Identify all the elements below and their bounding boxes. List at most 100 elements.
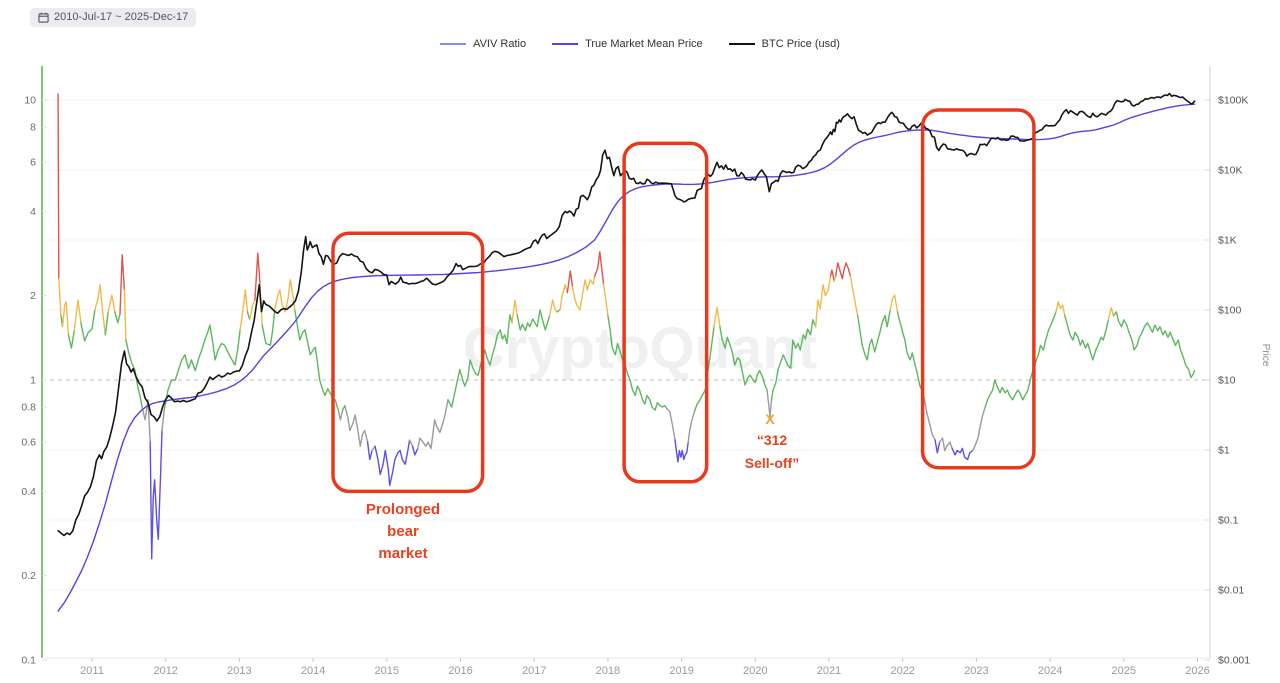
left-axis-tick-label: 6 bbox=[30, 157, 36, 169]
legend-item-1[interactable]: True Market Mean Price bbox=[552, 38, 703, 50]
aviv-ratio-segment bbox=[602, 283, 609, 317]
legend-label: BTC Price (usd) bbox=[761, 38, 840, 50]
aviv-ratio-segment bbox=[57, 93, 60, 280]
watermark: CryptoQuant bbox=[463, 316, 817, 381]
aviv-ratio-segment bbox=[141, 399, 151, 443]
aviv-ratio-segment bbox=[417, 399, 449, 450]
x-axis-year-label: 2024 bbox=[1038, 665, 1062, 677]
left-axis-tick-label: 0.2 bbox=[21, 570, 36, 582]
legend-item-0[interactable]: AVIV Ratio bbox=[440, 38, 526, 50]
true-market-mean-line bbox=[57, 103, 1196, 612]
aviv-ratio-segment bbox=[766, 389, 773, 418]
aviv-ratio-segment bbox=[408, 439, 414, 447]
aviv-ratio-segment bbox=[849, 275, 859, 317]
aviv-ratio-segment bbox=[770, 319, 817, 401]
right-axis-tick-label: $10K bbox=[1218, 165, 1243, 177]
calendar-icon bbox=[38, 12, 49, 23]
aviv-ratio-segment bbox=[374, 439, 411, 487]
right-axis-title: Price bbox=[1260, 344, 1271, 367]
x-axis-year-label: 2025 bbox=[1112, 665, 1136, 677]
aviv-ratio-segment bbox=[889, 294, 899, 313]
left-axis-tick-label: 0.1 bbox=[21, 655, 36, 667]
aviv-ratio-segment bbox=[511, 299, 518, 324]
sell-off-label: Sell-off” bbox=[745, 455, 799, 471]
x-axis-year-label: 2017 bbox=[522, 665, 546, 677]
bear-market-box-1 bbox=[331, 231, 485, 494]
x-axis-year-label: 2012 bbox=[153, 665, 177, 677]
aviv-ratio-segment bbox=[713, 306, 721, 328]
aviv-ratio-segment bbox=[248, 299, 256, 321]
right-axis-tick-label: $0.01 bbox=[1218, 585, 1244, 597]
left-axis-tick-label: 10 bbox=[24, 95, 36, 107]
legend-swatch bbox=[728, 43, 755, 45]
aviv-ratio-segment bbox=[719, 326, 768, 391]
aviv-ratio-segment bbox=[687, 409, 696, 443]
date-range-badge[interactable]: 2010-Jul-17 ~ 2025-Dec-17 bbox=[30, 8, 197, 27]
aviv-ratio-segment bbox=[1064, 314, 1110, 361]
aviv-ratio-segment bbox=[123, 289, 127, 341]
aviv-ratio-segment bbox=[549, 299, 558, 317]
x-axis-year-label: 2022 bbox=[890, 665, 914, 677]
legend-item-2[interactable]: BTC Price (usd) bbox=[728, 38, 840, 50]
aviv-ratio-segment bbox=[924, 400, 936, 441]
aviv-ratio-segment bbox=[1055, 301, 1066, 317]
prolonged-bear-market-label: market bbox=[378, 545, 427, 562]
aviv-ratio-segment bbox=[857, 309, 891, 361]
legend-label: True Market Mean Price bbox=[585, 38, 703, 50]
legend-label: AVIV Ratio bbox=[473, 38, 527, 50]
aviv-ratio-segment bbox=[1112, 311, 1196, 379]
x-axis-year-label: 2026 bbox=[1185, 665, 1209, 677]
aviv-ratio-segment bbox=[984, 311, 1057, 408]
x-axis-year-label: 2020 bbox=[743, 665, 767, 677]
prolonged-bear-market-label: bear bbox=[387, 523, 419, 540]
aviv-ratio-segment bbox=[80, 309, 96, 342]
right-axis-tick-label: $0.001 bbox=[1218, 655, 1250, 667]
right-axis-tick-label: $100 bbox=[1218, 305, 1242, 317]
aviv-ratio-segment bbox=[951, 447, 974, 461]
aviv-ratio-segment bbox=[674, 439, 689, 463]
left-axis-tick-label: 2 bbox=[30, 290, 36, 302]
chart-legend: AVIV Ratio True Market Mean Price BTC Pric… bbox=[0, 38, 1280, 50]
right-axis-tick-label: $0.1 bbox=[1218, 515, 1239, 527]
date-range-text: 2010-Jul-17 ~ 2025-Dec-17 bbox=[54, 11, 189, 23]
x-axis-year-label: 2014 bbox=[301, 665, 325, 677]
aviv-ratio-segment bbox=[67, 330, 76, 349]
right-axis-tick-label: $10 bbox=[1218, 375, 1236, 387]
aviv-ratio-segment bbox=[896, 311, 926, 402]
aviv-ratio-segment bbox=[366, 441, 373, 461]
aviv-ratio-segment bbox=[163, 324, 241, 411]
right-axis-tick-label: $100K bbox=[1218, 95, 1248, 107]
aviv-ratio-segment bbox=[411, 445, 419, 456]
aviv-ratio-segment bbox=[294, 309, 339, 411]
aviv-ratio-segment bbox=[566, 270, 574, 294]
bear-market-box-3 bbox=[920, 108, 1036, 470]
left-axis-tick-label: 1 bbox=[30, 375, 36, 387]
x-axis-year-label: 2018 bbox=[596, 665, 620, 677]
aviv-ratio-segment bbox=[815, 275, 832, 328]
aviv-ratio-segment bbox=[337, 409, 344, 421]
left-axis-tick-label: 0.4 bbox=[21, 486, 36, 498]
aviv-ratio-segment bbox=[58, 278, 62, 317]
left-axis-tick-label: 0.8 bbox=[21, 402, 36, 414]
aviv-ratio-segment bbox=[107, 294, 116, 313]
sell-off-label: “312 bbox=[757, 432, 788, 448]
aviv-ratio-segment bbox=[559, 284, 569, 311]
aviv-ratio-segment bbox=[833, 275, 837, 283]
aviv-ratio-segment bbox=[934, 439, 941, 454]
aviv-ratio-segment bbox=[125, 339, 143, 408]
x-axis-year-label: 2019 bbox=[669, 665, 693, 677]
aviv-ratio-segment bbox=[829, 269, 835, 283]
left-axis-tick-label: 4 bbox=[30, 206, 36, 218]
x-axis-year-label: 2011 bbox=[80, 665, 104, 677]
right-axis-tick-label: $1 bbox=[1218, 445, 1230, 457]
aviv-ratio-segment bbox=[149, 429, 163, 560]
aviv-ratio-segment bbox=[119, 254, 126, 315]
aviv-ratio-segment bbox=[593, 251, 605, 285]
x-axis-year-label: 2021 bbox=[817, 665, 841, 677]
aviv-ratio-segment bbox=[607, 314, 668, 411]
aviv-ratio-segment bbox=[344, 404, 369, 447]
aviv-ratio-segment bbox=[73, 299, 82, 332]
aviv-ratio-segment bbox=[1107, 307, 1115, 321]
sell-off-x-marker: X bbox=[765, 411, 775, 427]
